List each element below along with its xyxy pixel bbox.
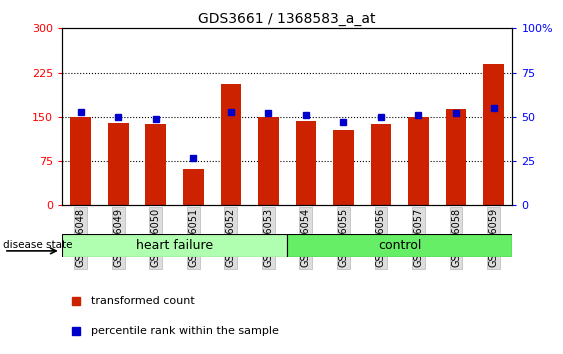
Bar [145, 124, 166, 205]
Bar [70, 117, 91, 205]
Bar [62, 234, 287, 257]
Bar [296, 121, 316, 205]
Bar [333, 130, 354, 205]
Text: heart failure: heart failure [136, 239, 213, 252]
Bar [446, 109, 466, 205]
Title: GDS3661 / 1368583_a_at: GDS3661 / 1368583_a_at [198, 12, 376, 26]
Text: transformed count: transformed count [91, 296, 195, 306]
Bar [108, 123, 128, 205]
Bar [287, 234, 512, 257]
Bar [408, 117, 429, 205]
Text: disease state: disease state [3, 240, 72, 250]
Text: control: control [378, 239, 422, 252]
Bar [370, 124, 391, 205]
Bar [221, 84, 241, 205]
Bar [258, 117, 279, 205]
Text: percentile rank within the sample: percentile rank within the sample [91, 326, 279, 336]
Bar [183, 169, 204, 205]
Bar [483, 64, 504, 205]
